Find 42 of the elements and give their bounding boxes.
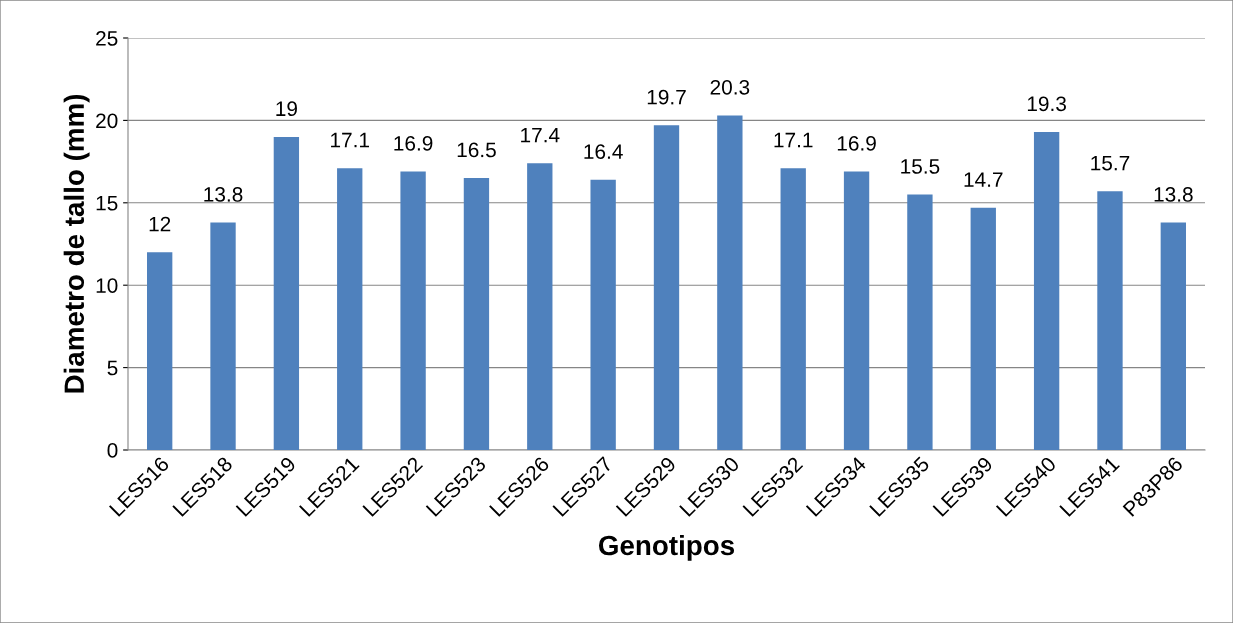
bar bbox=[147, 252, 173, 450]
data-label: 19 bbox=[276, 101, 297, 117]
data-label: 17.1 bbox=[774, 132, 813, 148]
bar bbox=[1033, 131, 1060, 450]
data-label: 19.7 bbox=[647, 89, 686, 105]
bar bbox=[527, 163, 553, 450]
bar bbox=[843, 171, 870, 450]
y-tick-label: 20 bbox=[96, 113, 118, 129]
y-tick-label: 0 bbox=[107, 443, 118, 458]
x-axis-title: Genotipos bbox=[598, 534, 735, 561]
data-label: 19.3 bbox=[1027, 96, 1066, 112]
bar bbox=[653, 125, 680, 450]
bar bbox=[210, 222, 236, 450]
bar bbox=[1097, 191, 1123, 450]
bar bbox=[337, 168, 363, 450]
bar bbox=[590, 179, 616, 450]
y-axis-title: Diametro de tallo (mm) bbox=[63, 94, 90, 393]
data-label: 16.9 bbox=[394, 135, 433, 151]
data-label: 12 bbox=[149, 216, 171, 232]
bar bbox=[780, 168, 806, 450]
data-label: 14.7 bbox=[964, 172, 1003, 187]
data-label: 13.8 bbox=[204, 187, 243, 202]
data-label: 16.4 bbox=[584, 144, 623, 159]
y-tick-label: 10 bbox=[96, 278, 118, 293]
y-tick-label: 5 bbox=[107, 360, 118, 376]
data-label: 16.9 bbox=[837, 135, 876, 151]
bar bbox=[907, 194, 933, 450]
bar bbox=[717, 115, 743, 450]
bar bbox=[400, 171, 426, 450]
bar bbox=[273, 136, 300, 450]
data-label: 16.5 bbox=[457, 142, 496, 158]
data-label: 15.7 bbox=[1091, 155, 1130, 171]
data-label: 17.1 bbox=[331, 132, 369, 148]
bar bbox=[970, 207, 996, 450]
data-label: 15.5 bbox=[901, 159, 940, 174]
bar bbox=[463, 178, 490, 450]
bar bbox=[1160, 222, 1186, 450]
y-tick-label: 15 bbox=[96, 196, 118, 211]
data-label: 20.3 bbox=[710, 79, 750, 95]
data-label: 13.8 bbox=[1154, 187, 1193, 202]
y-tick-label: 25 bbox=[96, 31, 118, 46]
data-label: 17.4 bbox=[521, 127, 560, 143]
